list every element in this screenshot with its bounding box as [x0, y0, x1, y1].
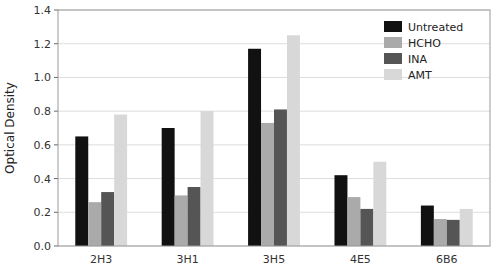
x-tick-label: 4E5	[350, 253, 371, 266]
legend-swatch	[384, 21, 402, 32]
y-tick	[54, 212, 58, 213]
y-tick-label: 1.4	[34, 4, 52, 17]
bar	[75, 136, 88, 246]
y-tick	[54, 246, 58, 247]
bar	[201, 111, 214, 246]
x-tick-label: 6B6	[436, 253, 458, 266]
bar	[261, 123, 274, 246]
x-tick-label: 2H3	[90, 253, 112, 266]
bar	[334, 175, 347, 246]
legend-swatch	[384, 37, 402, 48]
x-tick-label: 3H1	[176, 253, 198, 266]
bar	[421, 206, 434, 246]
bar	[434, 219, 447, 246]
y-tick-label: 0.2	[34, 206, 52, 219]
y-tick-label: 1.2	[34, 38, 52, 51]
y-tick-label: 0.6	[34, 139, 52, 152]
legend-label: HCHO	[408, 37, 441, 50]
bar	[274, 109, 287, 246]
y-tick	[54, 10, 58, 11]
legend-swatch	[384, 69, 402, 80]
chart: 0.0 0.2 0.4 0.6 0.8 1.0 1.2 1.4 Optical Density 2…	[0, 0, 500, 274]
bar	[188, 187, 201, 246]
y-tick-label: 0.8	[34, 105, 52, 118]
y-tick	[54, 144, 58, 145]
y-tick	[54, 111, 58, 112]
y-tick-label: 0.0	[34, 240, 52, 253]
legend-label: INA	[408, 53, 427, 66]
legend: Untreated HCHO INA AMT	[384, 21, 463, 82]
bar	[248, 49, 261, 246]
legend-label: AMT	[408, 69, 432, 82]
bar	[175, 195, 188, 246]
y-tick	[54, 77, 58, 78]
plot-frame	[58, 10, 490, 246]
y-tick	[54, 43, 58, 44]
bar	[373, 162, 386, 246]
bar	[114, 115, 127, 246]
bar	[162, 128, 175, 246]
legend-label: Untreated	[408, 21, 463, 34]
y-axis: 0.0 0.2 0.4 0.6 0.8 1.0 1.2 1.4	[34, 4, 491, 253]
bar	[360, 209, 373, 246]
bar	[460, 209, 473, 246]
y-axis-label: Optical Density	[3, 82, 17, 174]
bar	[347, 197, 360, 246]
bar	[447, 220, 460, 246]
x-tick-label: 3H5	[263, 253, 285, 266]
bars	[75, 35, 472, 246]
y-tick-label: 0.4	[34, 173, 52, 186]
y-tick-label: 1.0	[34, 71, 52, 84]
x-axis: 2H3 3H1 3H5 4E5 6B6	[90, 253, 458, 266]
y-tick	[54, 178, 58, 179]
legend-swatch	[384, 53, 402, 64]
bar	[101, 192, 114, 246]
bar	[88, 202, 101, 246]
chart-container: 0.0 0.2 0.4 0.6 0.8 1.0 1.2 1.4 Optical Density 2…	[0, 0, 500, 274]
bar	[287, 35, 300, 246]
